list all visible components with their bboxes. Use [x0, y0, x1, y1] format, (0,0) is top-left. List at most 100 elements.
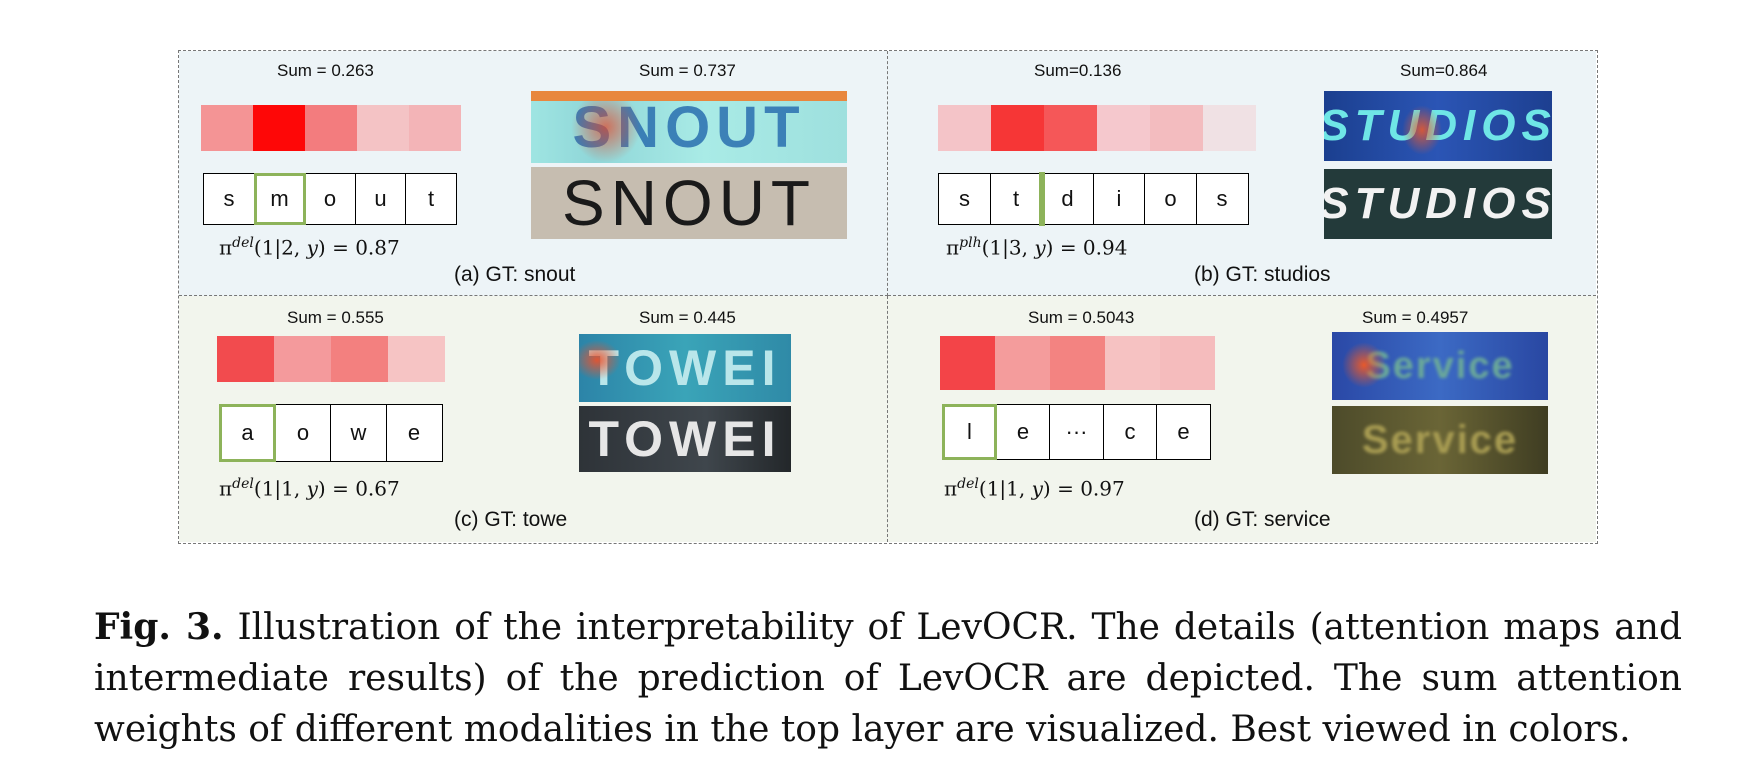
token: d	[1041, 173, 1094, 225]
caption-label: Fig. 3.	[94, 606, 224, 648]
sum-right-d: Sum = 0.4957	[1362, 308, 1469, 327]
formula-value: ) = 0.97	[1042, 476, 1125, 501]
heat-cell	[217, 336, 274, 382]
source-image-c: TOWEI	[579, 406, 791, 472]
heat-cell	[940, 336, 995, 390]
token: s	[938, 173, 991, 225]
policy-formula-c: πdel(1|1, y) = 0.67	[219, 476, 400, 501]
heat-cell	[1105, 336, 1160, 390]
attention-overlay-image-b: STUDIOS	[1324, 91, 1552, 161]
sum-right-c: Sum = 0.445	[639, 308, 736, 327]
heat-cell	[305, 105, 357, 151]
formula-var: y	[306, 476, 318, 501]
attention-overlay-image-d: Service	[1332, 332, 1548, 400]
panel-b: Sum=0.136 Sum=0.864 s t d i o s πplh(1|3…	[888, 51, 1596, 296]
heat-blob	[1402, 105, 1442, 155]
heat-cell	[1150, 105, 1203, 151]
token: e	[1156, 404, 1211, 460]
heat-cell	[388, 336, 445, 382]
source-text: SNOUT	[562, 167, 816, 239]
token: ···	[1049, 404, 1104, 460]
source-text: TOWEI	[588, 411, 782, 467]
gt-label-d: (d) GT: service	[1194, 508, 1331, 531]
heat-cell	[1160, 336, 1215, 390]
token: s	[1195, 173, 1249, 225]
attention-heatmap-b	[938, 105, 1256, 151]
token: t	[405, 173, 457, 225]
figure-caption: Fig. 3. Illustration of the interpretabi…	[94, 602, 1682, 755]
attention-overlay-image-c: TOWEI	[579, 334, 791, 402]
token: t	[989, 173, 1043, 225]
token: w	[330, 404, 387, 462]
heat-cell	[201, 105, 253, 151]
heat-strip	[531, 91, 847, 101]
figure-panel-grid: Sum = 0.263 Sum = 0.737 s m o u t πdel(1…	[178, 50, 1598, 544]
formula-var: y	[306, 235, 318, 260]
source-image-b: STUDIOS	[1324, 169, 1552, 239]
heat-cell	[938, 105, 991, 151]
token: i	[1092, 173, 1146, 225]
formula-sup: del	[232, 235, 254, 251]
heat-blob	[579, 340, 621, 380]
panel-c: Sum = 0.555 Sum = 0.445 a o w e πdel(1|1…	[179, 296, 888, 542]
attention-heatmap-a	[201, 105, 461, 151]
heat-cell	[1044, 105, 1097, 151]
panel-a: Sum = 0.263 Sum = 0.737 s m o u t πdel(1…	[179, 51, 888, 296]
heat-cell	[991, 105, 1044, 151]
token: u	[354, 173, 407, 225]
source-text: STUDIOS	[1324, 179, 1552, 228]
gt-label-b: (b) GT: studios	[1194, 263, 1331, 286]
formula-sup: del	[957, 476, 979, 492]
panel-d: Sum = 0.5043 Sum = 0.4957 l e ··· c e πd…	[888, 296, 1596, 542]
heat-cell	[995, 336, 1050, 390]
token: s	[203, 173, 255, 225]
heat-cell	[253, 105, 305, 151]
token-row-a: s m o u t	[203, 173, 457, 225]
attention-overlay-image-a: SNOUT	[531, 91, 847, 163]
heat-cell	[331, 336, 388, 382]
formula-args: (1|1,	[978, 476, 1032, 501]
heat-blob	[571, 91, 641, 163]
formula-var: y	[1034, 235, 1046, 260]
attention-heatmap-d	[940, 336, 1215, 390]
sum-left-b: Sum=0.136	[1034, 61, 1122, 80]
placeholder-insertion-marker	[1039, 172, 1045, 226]
policy-formula-b: πplh(1|3, y) = 0.94	[946, 235, 1128, 260]
formula-value: ) = 0.67	[317, 476, 400, 501]
token: c	[1102, 404, 1158, 460]
token-highlighted: l	[942, 404, 997, 460]
formula-value: ) = 0.94	[1045, 235, 1128, 260]
token: o	[1144, 173, 1197, 225]
attention-heatmap-c	[217, 336, 445, 382]
sum-right-a: Sum = 0.737	[639, 61, 736, 80]
token: e	[995, 404, 1051, 460]
heat-cell	[274, 336, 331, 382]
token-highlighted: m	[253, 173, 306, 225]
token-row-b: s t d i o s	[938, 172, 1249, 226]
heat-cell	[1203, 105, 1256, 151]
heat-cell	[1097, 105, 1150, 151]
sum-left-a: Sum = 0.263	[277, 61, 374, 80]
heat-cell	[1050, 336, 1105, 390]
formula-sup: del	[232, 476, 254, 492]
formula-args: (1|2,	[253, 235, 307, 260]
source-image-d: Service	[1332, 406, 1548, 474]
sum-right-b: Sum=0.864	[1400, 61, 1488, 80]
token-highlighted: a	[219, 404, 276, 462]
sum-left-c: Sum = 0.555	[287, 308, 384, 327]
token: o	[304, 173, 356, 225]
heat-cell	[409, 105, 461, 151]
overlay-text: Service	[1365, 344, 1515, 387]
token-row-d: l e ··· c e	[942, 404, 1211, 460]
sum-left-d: Sum = 0.5043	[1028, 308, 1135, 327]
token-row-c: a o w e	[219, 404, 443, 462]
formula-args: (1|1,	[253, 476, 307, 501]
formula-sup: plh	[959, 235, 982, 251]
caption-text: Illustration of the interpretability of …	[94, 607, 1682, 750]
source-image-a: SNOUT	[531, 167, 847, 239]
formula-var: y	[1031, 476, 1043, 501]
gt-label-a: (a) GT: snout	[454, 263, 576, 286]
formula-value: ) = 0.87	[317, 235, 400, 260]
policy-formula-a: πdel(1|2, y) = 0.87	[219, 235, 400, 260]
gt-label-c: (c) GT: towe	[454, 508, 568, 531]
